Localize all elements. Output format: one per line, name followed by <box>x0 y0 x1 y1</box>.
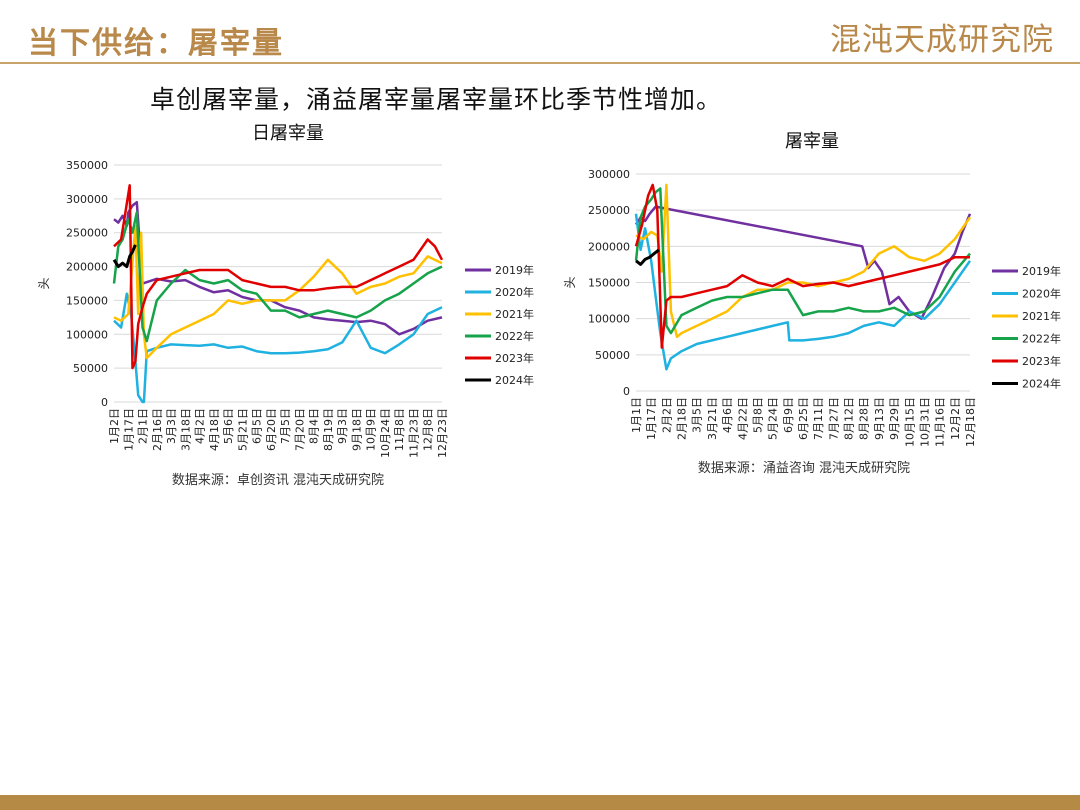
series-line <box>112 211 443 343</box>
x-tick-label: 5月8日 <box>751 397 764 433</box>
x-tick-label: 7月27日 <box>827 397 840 440</box>
x-tick-label: 4月6日 <box>721 397 734 433</box>
legend-label: 2024年 <box>1022 377 1061 391</box>
x-tick-label: 10月15日 <box>903 397 916 447</box>
y-tick-label: 300000 <box>66 193 108 206</box>
y-tick-label: 50000 <box>73 362 108 375</box>
legend-label: 2019年 <box>1022 264 1061 278</box>
x-tick-label: 3月21日 <box>706 397 719 440</box>
y-tick-label: 200000 <box>588 240 630 253</box>
source-note: 数据来源：涌益咨询 混沌天成研究院 <box>698 461 910 476</box>
series-line <box>634 183 970 349</box>
legend-label: 2021年 <box>495 307 534 321</box>
x-tick-label: 12月23日 <box>436 408 449 458</box>
x-tick-label: 2月1日 <box>137 408 150 444</box>
series-line <box>635 248 660 266</box>
x-tick-label: 2月16日 <box>151 408 164 451</box>
x-tick-label: 7月11日 <box>812 397 825 440</box>
y-tick-label: 300000 <box>588 168 630 181</box>
legend-label: 2020年 <box>495 285 534 299</box>
x-tick-label: 8月28日 <box>858 397 871 440</box>
header-divider <box>0 62 1080 64</box>
x-tick-label: 12月18日 <box>964 397 977 447</box>
x-tick-label: 9月13日 <box>873 397 886 440</box>
x-tick-label: 1月17日 <box>645 397 658 440</box>
x-tick-label: 4月2日 <box>194 408 207 444</box>
x-tick-label: 9月29日 <box>888 397 901 440</box>
y-tick-label: 50000 <box>595 349 630 362</box>
legend-label: 2023年 <box>1022 354 1061 368</box>
x-tick-label: 7月5日 <box>279 408 292 444</box>
y-tick-label: 0 <box>101 396 108 409</box>
series-line <box>113 184 444 370</box>
y-tick-label: 100000 <box>66 328 108 341</box>
series-line <box>635 183 972 339</box>
legend-label: 2024年 <box>495 373 534 387</box>
legend-label: 2022年 <box>1022 332 1061 346</box>
x-tick-label: 3月5日 <box>691 397 704 433</box>
series-line <box>113 292 443 404</box>
daily-slaughter-chart: 日屠宰量 350000 300000 250000 200000 150000 100000… <box>37 123 534 488</box>
x-tick-label: 3月18日 <box>179 408 192 451</box>
legend-label: 2020年 <box>1022 287 1061 301</box>
y-tick-label: 150000 <box>588 277 630 290</box>
x-tick-label: 5月21日 <box>236 408 249 451</box>
brand-logo: 混沌天成研究院 <box>830 22 1054 58</box>
x-tick-label: 6月25日 <box>797 397 810 440</box>
legend-label: 2021年 <box>1022 309 1061 323</box>
y-axis-label: 头 <box>37 277 51 289</box>
x-tick-label: 8月19日 <box>322 408 335 451</box>
y-tick-label: 0 <box>623 385 630 398</box>
x-tick-label: 9月3日 <box>336 408 349 444</box>
x-tick-label: 12月8日 <box>422 408 435 451</box>
x-tick-label: 11月23日 <box>407 408 420 458</box>
y-tick-label: 250000 <box>588 204 630 217</box>
y-tick-label: 250000 <box>66 227 108 240</box>
x-tick-label: 12月2日 <box>949 397 962 440</box>
x-tick-label: 4月22日 <box>736 397 749 440</box>
series-line <box>112 244 137 269</box>
x-tick-label: 6月5日 <box>251 408 264 444</box>
x-tick-label: 11月8日 <box>393 408 406 451</box>
series-line <box>634 187 971 335</box>
x-tick-label: 2月2日 <box>660 397 673 433</box>
chart-title: 屠宰量 <box>785 131 839 152</box>
headline-text: 卓创屠宰量，涌益屠宰量屠宰量环比季节性增加。 <box>150 85 723 114</box>
x-tick-label: 11月16日 <box>934 397 947 447</box>
y-tick-label: 150000 <box>66 294 108 307</box>
x-tick-label: 10月24日 <box>379 408 392 458</box>
y-tick-label: 100000 <box>588 313 630 326</box>
x-tick-label: 7月20日 <box>293 408 306 451</box>
x-tick-label: 6月20日 <box>265 408 278 451</box>
page-title: 当下供给：屠宰量 <box>28 26 284 61</box>
x-tick-label: 1月1日 <box>630 397 643 433</box>
chart-title: 日屠宰量 <box>252 123 324 144</box>
legend-label: 2022年 <box>495 329 534 343</box>
x-tick-label: 9月18日 <box>350 408 363 451</box>
y-axis-label: 头 <box>563 276 577 288</box>
x-tick-label: 1月2日 <box>108 408 121 444</box>
x-tick-label: 10月9日 <box>365 408 378 451</box>
x-tick-label: 5月24日 <box>767 397 780 440</box>
x-tick-label: 8月12日 <box>843 397 856 440</box>
x-tick-label: 10月31日 <box>918 397 931 447</box>
x-tick-label: 6月9日 <box>782 397 795 433</box>
series-line <box>634 205 972 320</box>
source-note: 数据来源：卓创资讯 混沌天成研究院 <box>172 473 384 488</box>
legend-label: 2023年 <box>495 351 534 365</box>
x-tick-label: 2月18日 <box>676 397 689 440</box>
footer-bar <box>0 795 1080 810</box>
x-tick-label: 5月6日 <box>222 408 235 444</box>
slaughter-volume-chart: 屠宰量 300000 250000 200000 150000 100000 50000 0 头… <box>563 131 1061 476</box>
x-tick-label: 3月3日 <box>165 408 178 444</box>
y-tick-label: 350000 <box>66 159 108 172</box>
x-tick-label: 8月4日 <box>308 408 321 444</box>
x-tick-label: 4月18日 <box>208 408 221 451</box>
x-tick-label: 1月17日 <box>122 408 135 451</box>
legend-label: 2019年 <box>495 263 534 277</box>
y-tick-label: 200000 <box>66 261 108 274</box>
series-line <box>634 213 972 371</box>
